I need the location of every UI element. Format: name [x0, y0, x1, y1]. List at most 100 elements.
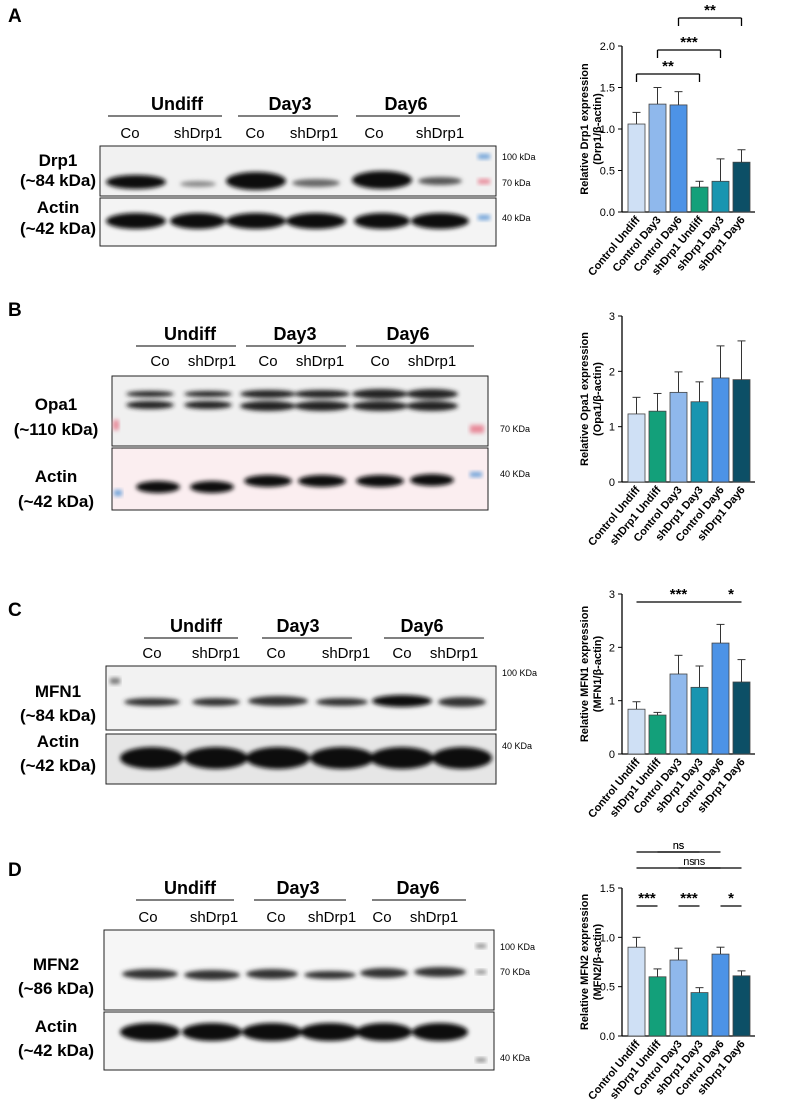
bar [690, 186, 709, 213]
panel-letter: A [8, 6, 22, 27]
bar [669, 673, 688, 755]
band-row [106, 171, 462, 190]
bar [669, 104, 688, 213]
group-label: Day6 [400, 616, 443, 636]
y-tick-label: 0.5 [600, 982, 615, 994]
y-axis-label: Relative MFN2 expression [579, 894, 591, 1031]
group-label: Undiff [170, 616, 223, 636]
ladder-band [478, 215, 490, 220]
bar [690, 686, 709, 755]
marker-label: 100 KDa [500, 942, 535, 952]
significance-label: ns [673, 840, 685, 852]
y-tick-label: 0.0 [600, 1031, 615, 1043]
y-tick-label: 0 [609, 749, 615, 761]
western-blot-d: Undiff Day3 Day6 Co shDrp1 Co shDrp1 Co … [18, 878, 535, 1071]
lane-label: shDrp1 [190, 909, 238, 926]
ladder-band [470, 472, 482, 477]
blot-label: (~42 kDa) [20, 219, 96, 238]
band-row [120, 1023, 468, 1041]
bar [690, 401, 709, 483]
bar [627, 413, 646, 483]
band-row [122, 967, 466, 980]
group-label: Day6 [386, 324, 429, 344]
group-label: Undiff [164, 324, 217, 344]
lane-label: Co [245, 125, 264, 142]
significance-label: *** [680, 34, 698, 51]
blot-label: Drp1 [39, 151, 78, 170]
ladder-band [470, 425, 484, 433]
bar [648, 976, 667, 1037]
lane-label: shDrp1 [290, 125, 338, 142]
y-tick-label: 1.0 [600, 932, 615, 944]
bar [732, 681, 751, 755]
bar [627, 708, 646, 755]
bar [648, 714, 667, 755]
marker-label: 70 KDa [500, 424, 530, 434]
y-tick-label: 0 [609, 477, 615, 489]
blot-label: MFN1 [35, 682, 81, 701]
western-blot-c: Undiff Day3 Day6 Co shDrp1 Co shDrp1 Co … [20, 616, 537, 785]
lane-label: shDrp1 [296, 353, 344, 370]
marker-label: 40 KDa [502, 741, 532, 751]
lane-label: Co [372, 909, 391, 926]
group-label: Undiff [151, 94, 204, 114]
marker-label: 70 kDa [502, 178, 531, 188]
bar [627, 123, 646, 213]
panel-letter: D [8, 860, 22, 881]
y-tick-label: 2 [609, 642, 615, 654]
marker-label: 70 KDa [500, 967, 530, 977]
bar [669, 391, 688, 483]
ladder-band [478, 179, 490, 184]
marker-label: 40 KDa [500, 1053, 530, 1063]
y-axis-label: (MFN2/β-actin) [592, 923, 604, 1000]
significance-label: *** [638, 890, 656, 907]
marker-label: 40 KDa [500, 469, 530, 479]
y-tick-label: 1.5 [600, 883, 615, 895]
group-label: Day6 [384, 94, 427, 114]
lane-label: shDrp1 [308, 909, 356, 926]
bar [711, 180, 730, 213]
lane-label: Co [138, 909, 157, 926]
y-axis-label: Relative MFN1 expression [579, 606, 591, 743]
significance-label: * [728, 586, 734, 603]
group-label: Day3 [276, 616, 319, 636]
group-label: Day3 [268, 94, 311, 114]
panel-c: C Undiff Day3 Day6 Co shDrp1 Co shDrp1 C… [0, 570, 796, 830]
y-axis-label: (MFN1/β-actin) [592, 635, 604, 712]
y-tick-label: 1 [609, 696, 615, 708]
significance-label: * [728, 890, 734, 907]
y-tick-label: 0.5 [600, 166, 615, 178]
significance-label: ** [704, 2, 716, 19]
blot-label: Actin [35, 467, 78, 486]
bar [648, 410, 667, 483]
blot-label: (~42 kDa) [20, 756, 96, 775]
significance-label: ** [662, 58, 674, 75]
lane-label: shDrp1 [174, 125, 222, 142]
western-blot-b: Undiff Day3 Day6 Co shDrp1 Co shDrp1 Co … [14, 324, 530, 511]
panel-b: B Undiff Day3 Day6 Co shDrp1 Co shDrp1 C… [0, 280, 796, 570]
blot-label: (~42 kDa) [18, 492, 94, 511]
panel-a: A Undiff Day3 Day6 Co shDrp1 Co shDrp1 C… [0, 0, 796, 280]
band-row [120, 747, 492, 769]
band-row [124, 695, 486, 707]
y-tick-label: 0.0 [600, 207, 615, 219]
blot-label: (~86 kDa) [18, 979, 94, 998]
bar [732, 379, 751, 483]
lane-label: shDrp1 [192, 645, 240, 662]
blot-label: Actin [37, 732, 80, 751]
bar [732, 161, 751, 213]
significance-label: ns [673, 840, 685, 852]
y-tick-label: 1.5 [600, 83, 615, 95]
y-axis-label: (Drp1/β-actin) [592, 93, 604, 165]
lane-label: Co [392, 645, 411, 662]
marker-label: 100 KDa [502, 668, 537, 678]
lane-label: Co [142, 645, 161, 662]
ladder-band [476, 944, 486, 948]
bar-chart-b: 0 1 2 3 Relative Opa1 expression (Opa1/β-acti… [579, 311, 755, 549]
blot-membrane [103, 1011, 495, 1071]
bar [732, 975, 751, 1037]
ladder-band [476, 1058, 486, 1062]
lane-label: Co [370, 353, 389, 370]
band-row [136, 474, 454, 493]
lane-label: shDrp1 [410, 909, 458, 926]
